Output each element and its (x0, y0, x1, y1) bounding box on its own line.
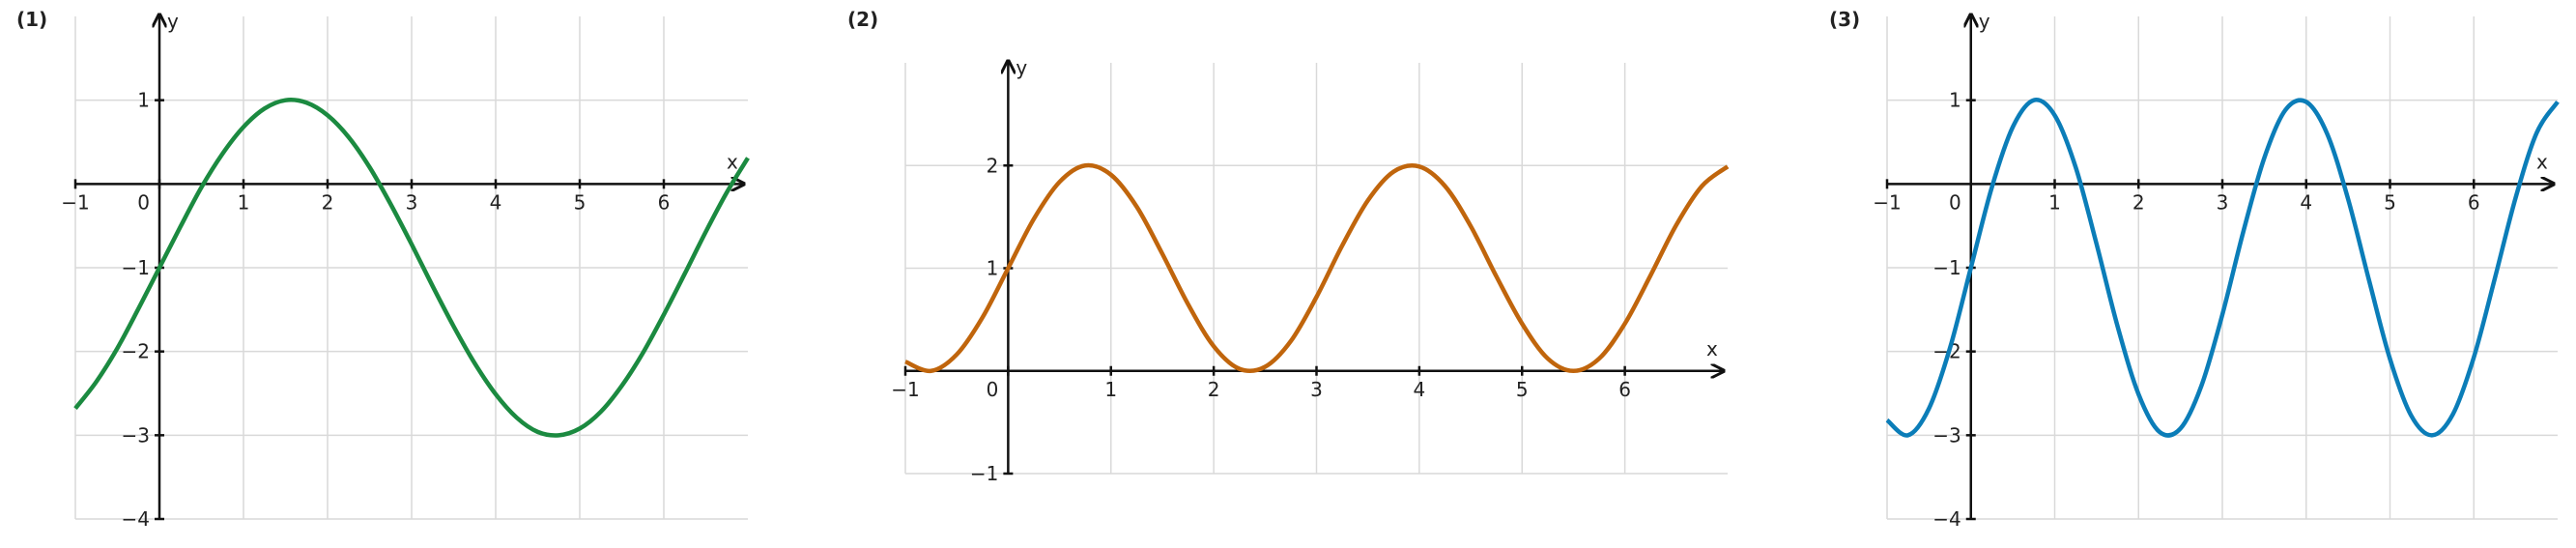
x-tick-label: 5 (2384, 190, 2396, 214)
x-tick-label: 2 (322, 190, 334, 214)
x-tick-label: 0 (987, 378, 999, 401)
x-tick-label: 1 (238, 190, 250, 214)
y-tick-label: −4 (1932, 507, 1961, 531)
x-tick-label: 3 (406, 190, 418, 214)
x-tick-label: 0 (1949, 190, 1961, 214)
x-tick-label: 6 (2468, 190, 2480, 214)
x-tick-label: 4 (1414, 378, 1426, 401)
x-tick-label: 0 (137, 190, 150, 214)
x-tick-label: 6 (1618, 378, 1631, 401)
y-tick-label: −1 (1932, 256, 1961, 279)
y-tick-label: −1 (970, 462, 998, 485)
x-tick-label: 3 (2217, 190, 2229, 214)
panel-label: (2) (847, 8, 878, 31)
y-axis-label: y (167, 10, 179, 33)
curve (73, 98, 750, 438)
y-tick-label: −3 (122, 423, 150, 447)
x-tick-label: 4 (490, 190, 502, 214)
x-tick-label: 6 (658, 190, 671, 214)
x-tick-label: −1 (61, 190, 89, 214)
x-axis-label: x (1706, 337, 1718, 361)
y-tick-label: 1 (137, 89, 150, 112)
x-tick-label: 5 (574, 190, 587, 214)
x-tick-label: 3 (1310, 378, 1323, 401)
y-axis-label: y (1979, 10, 1990, 33)
y-axis-label: y (1016, 56, 1027, 79)
y-tick-label: −3 (1932, 423, 1961, 447)
curve (904, 162, 1730, 374)
x-tick-label: −1 (891, 378, 919, 401)
x-tick-label: 1 (1104, 378, 1117, 401)
y-tick-label: −1 (122, 256, 150, 279)
x-tick-label: 1 (2048, 190, 2061, 214)
x-tick-label: 2 (2132, 190, 2145, 214)
y-tick-label: 1 (1949, 89, 1961, 112)
panel-label: (3) (1829, 8, 1860, 31)
curve (1885, 98, 2560, 438)
x-tick-label: 4 (2300, 190, 2312, 214)
y-tick-label: 2 (987, 154, 999, 177)
x-axis-label: x (727, 150, 738, 173)
y-tick-label: −4 (122, 507, 150, 531)
x-tick-label: −1 (1873, 190, 1901, 214)
panel-label: (1) (16, 8, 47, 31)
x-axis-label: x (2536, 150, 2548, 173)
y-tick-label: 1 (987, 257, 999, 280)
y-tick-label: −2 (122, 340, 150, 363)
x-tick-label: 2 (1208, 378, 1220, 401)
x-tick-label: 5 (1516, 378, 1529, 401)
